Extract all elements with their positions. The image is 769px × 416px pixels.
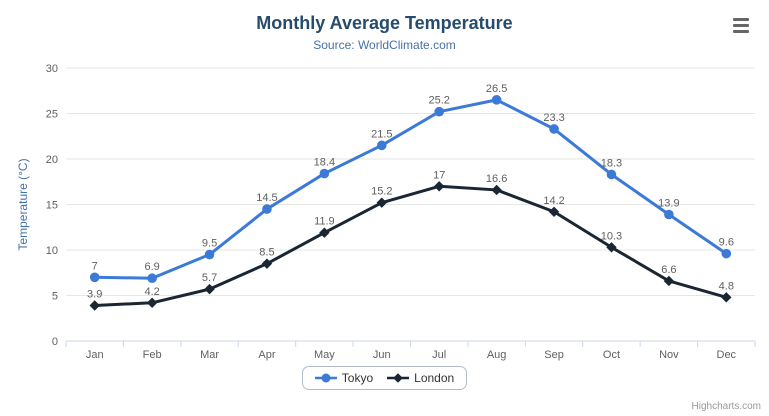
data-label: 21.5	[371, 128, 392, 140]
data-label: 8.5	[259, 247, 274, 259]
series-london-point[interactable]	[721, 292, 732, 303]
x-axis-label: Feb	[143, 349, 162, 361]
y-axis-label: 0	[52, 336, 58, 348]
legend-label-tokyo: Tokyo	[341, 371, 374, 385]
x-axis-label: Sep	[544, 349, 564, 361]
london-marker-icon	[387, 373, 410, 383]
credits-link[interactable]: Highcharts.com	[691, 401, 761, 412]
data-label: 4.8	[719, 280, 734, 292]
y-axis-label: 25	[46, 109, 58, 121]
x-axis-label: Mar	[200, 349, 219, 361]
series-tokyo-point[interactable]	[606, 169, 617, 180]
legend-label-london: London	[414, 371, 455, 385]
series-tokyo-point[interactable]	[147, 273, 157, 284]
data-label: 26.5	[486, 83, 507, 95]
x-axis-label: Nov	[659, 349, 679, 361]
series-tokyo-point[interactable]	[549, 124, 559, 134]
legend-item-london[interactable]: London	[387, 371, 454, 385]
data-label: 11.9	[314, 216, 335, 228]
series-london-point[interactable]	[261, 258, 273, 269]
series-tokyo-point[interactable]	[664, 209, 674, 220]
series-tokyo-point[interactable]	[89, 272, 100, 283]
export-menu-button[interactable]	[729, 14, 753, 36]
series-tokyo-point[interactable]	[204, 249, 215, 260]
data-label: 5.7	[202, 272, 217, 284]
chart-title: Monthly Average Temperature	[256, 13, 513, 33]
x-axis-label: Dec	[717, 349, 737, 361]
data-label: 23.3	[543, 112, 564, 124]
series-london-point[interactable]	[89, 300, 100, 311]
data-label: 25.2	[428, 95, 449, 107]
data-label: 9.5	[202, 238, 217, 250]
data-label: 6.6	[661, 264, 676, 276]
series-tokyo-point[interactable]	[434, 106, 445, 117]
x-axis-label: Jun	[373, 349, 391, 361]
series-tokyo-point[interactable]	[262, 204, 272, 214]
x-axis-label: Jul	[432, 349, 446, 361]
chart-subtitle: Source: WorldClimate.com	[313, 38, 456, 52]
data-label: 14.5	[256, 192, 277, 204]
series-tokyo-point[interactable]	[319, 168, 330, 179]
series-tokyo-point[interactable]	[376, 140, 387, 151]
y-axis-label: 30	[46, 63, 58, 75]
data-label: 10.3	[601, 230, 622, 242]
y-axis-label: 5	[52, 291, 58, 303]
data-label: 13.9	[658, 198, 679, 210]
x-axis-label: May	[314, 349, 335, 361]
series-london-line	[93, 184, 728, 308]
series-london-point[interactable]	[146, 297, 158, 308]
series-london-point[interactable]	[548, 206, 560, 217]
series-tokyo-point[interactable]	[491, 95, 502, 105]
series-london-point[interactable]	[376, 197, 387, 208]
x-axis-label: Aug	[487, 349, 507, 361]
data-label: 18.3	[601, 157, 622, 169]
series-london-point[interactable]	[663, 275, 675, 287]
data-label: 16.6	[486, 173, 507, 185]
data-label: 6.9	[144, 261, 159, 273]
data-label: 17	[433, 169, 445, 181]
tokyo-marker-icon	[314, 373, 337, 383]
data-label: 18.4	[314, 157, 335, 169]
y-axis-label: 15	[46, 200, 58, 212]
y-axis-title: Temperature (°C)	[16, 158, 30, 250]
data-label: 15.2	[371, 186, 392, 198]
y-axis-label: 20	[46, 154, 58, 166]
data-label: 9.6	[719, 237, 734, 249]
legend: Tokyo London	[0, 366, 769, 390]
x-axis-label: Apr	[258, 349, 275, 361]
series-london-point[interactable]	[204, 283, 215, 295]
data-label: 7	[92, 260, 98, 272]
series-london-point[interactable]	[319, 227, 330, 238]
series-london-point[interactable]	[491, 184, 502, 196]
data-label: 3.9	[87, 289, 102, 301]
data-label: 4.2	[144, 286, 159, 298]
x-axis-label: Oct	[603, 349, 620, 361]
x-axis-label: Jan	[86, 349, 104, 361]
legend-item-tokyo[interactable]: Tokyo	[314, 371, 374, 385]
hamburger-icon	[733, 17, 749, 33]
series-tokyo-line	[93, 98, 728, 280]
y-axis-label: 10	[46, 245, 58, 257]
legend-box: Tokyo London	[301, 366, 468, 390]
series-london-point[interactable]	[434, 181, 445, 192]
data-label: 14.2	[543, 195, 564, 207]
series-tokyo-point[interactable]	[721, 248, 732, 259]
series-london-point[interactable]	[606, 242, 617, 253]
